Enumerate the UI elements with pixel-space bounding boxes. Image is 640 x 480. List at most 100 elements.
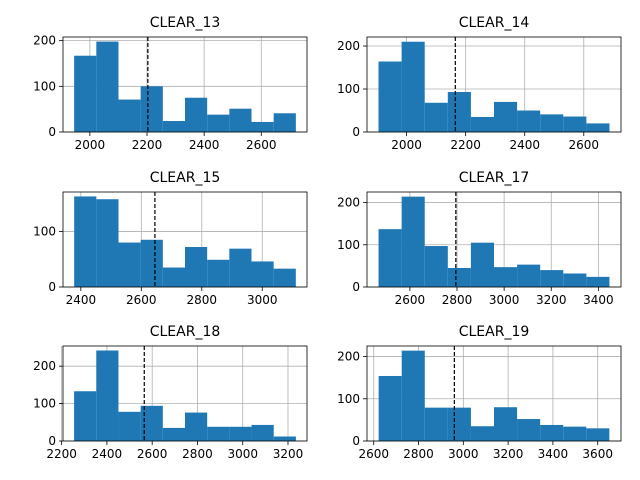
histogram-bar [118,411,141,441]
histogram-bar [74,55,97,132]
x-tick-label: 3400 [538,447,569,461]
histogram-bar [185,97,208,132]
histogram-bar [540,114,564,132]
histogram-bar [229,108,252,132]
histogram-bar [251,261,274,287]
histogram-bar [162,267,185,287]
subplot-title: CLEAR_17 [459,170,530,186]
subplot-4: 2600 2800 3000 3200 3400 0 100 200 CLEAR_17 [337,170,622,307]
x-tick-label: 3400 [583,293,614,307]
histogram-bar [424,407,448,441]
subplot-5: 2200 2400 2600 2800 3000 3200 0 100 200 CLEAR_18 [33,324,308,461]
subplot-6: 2600 2800 3000 3200 3400 3600 0 100 200 CLEAR_19 [337,324,622,461]
x-tick-label: 3000 [489,293,520,307]
y-tick-label: 100 [337,238,360,252]
subplot-title: CLEAR_13 [150,15,221,31]
y-tick-label: 0 [352,434,360,448]
histogram-bar [447,268,471,287]
x-tick-label: 2400 [189,138,220,152]
x-tick-label: 2200 [132,138,163,152]
histogram-bar [401,196,425,287]
x-tick-label: 3200 [273,447,304,461]
histogram-bar [162,427,185,441]
subplot-1: 2000 2200 2400 2600 0 100 200 CLEAR_13 [33,15,308,152]
x-tick-label: 2600 [246,138,277,152]
x-tick-label: 3000 [227,447,258,461]
axes-frame [366,191,622,288]
histogram-bar [96,41,119,132]
subplot-2: 2000 2200 2400 2600 0 100 200 CLEAR_14 [337,15,622,152]
y-tick-label: 100 [337,82,360,96]
histogram-bar [447,92,471,132]
x-tick-label: 2600 [126,293,157,307]
histogram-bar [424,246,448,287]
x-tick-label: 2600 [395,293,426,307]
histogram-bar [447,407,471,441]
histogram-bar [273,268,296,287]
histogram-bar [185,412,208,441]
x-tick-label: 3000 [448,447,479,461]
histogram-bar [540,424,564,441]
subplot-title: CLEAR_15 [150,170,221,186]
histogram-bar [494,407,518,441]
histogram-bar [185,247,208,287]
histogram-bar [207,426,230,441]
subplot-title: CLEAR_19 [459,324,530,340]
histogram-bar [470,426,494,441]
x-tick-label: 2200 [46,447,77,461]
x-tick-label: 2200 [450,138,481,152]
histogram-bar [563,273,587,287]
histogram-bar [470,242,494,287]
y-tick-label: 0 [48,125,56,139]
histogram-bar [378,61,402,133]
histogram-bar [207,259,230,287]
x-tick-label: 2800 [403,447,434,461]
histogram-bar [96,199,119,287]
histogram-bar [74,196,97,287]
x-tick-label: 2800 [442,293,473,307]
histogram-bar [563,426,587,441]
histogram-bar [207,114,230,132]
subplot-title: CLEAR_18 [150,324,221,340]
histogram-bar [401,41,425,132]
histogram-bar [494,101,518,132]
histogram-bar [517,264,541,287]
x-tick-label: 3200 [493,447,524,461]
y-tick-label: 100 [33,224,56,238]
y-tick-label: 200 [33,34,56,48]
y-tick-label: 100 [33,397,56,411]
histogram-bar [401,350,425,441]
y-tick-label: 200 [337,350,360,364]
histogram-bar [378,375,402,441]
x-tick-label: 2800 [187,293,218,307]
x-tick-label: 2600 [358,447,389,461]
subplot-3: 2400 2600 2800 3000 0 100 CLEAR_15 [33,170,308,307]
histogram-bar [74,391,97,441]
histogram-bar [517,110,541,132]
x-tick-label: 3200 [536,293,567,307]
histogram-bar [273,436,296,441]
histogram-bar [424,102,448,132]
y-tick-label: 0 [48,434,56,448]
histogram-bar [162,121,185,132]
axes-frame [62,191,308,288]
histogram-bar [586,428,610,441]
x-tick-label: 2600 [569,138,600,152]
x-tick-label: 2000 [391,138,422,152]
histogram-bar [251,424,274,441]
x-tick-label: 2400 [66,293,97,307]
x-tick-label: 2400 [92,447,123,461]
x-tick-label: 2400 [509,138,540,152]
histogram-bar [494,267,518,287]
histogram-bar [251,121,274,132]
histogram-bar [229,248,252,287]
x-tick-label: 3600 [582,447,613,461]
histogram-bar [140,86,163,132]
x-tick-label: 3000 [247,293,278,307]
histogram-bar [118,99,141,132]
y-tick-label: 200 [33,359,56,373]
axes-frame [366,36,622,133]
histogram-bar [586,123,610,132]
histogram-bar [140,239,163,287]
